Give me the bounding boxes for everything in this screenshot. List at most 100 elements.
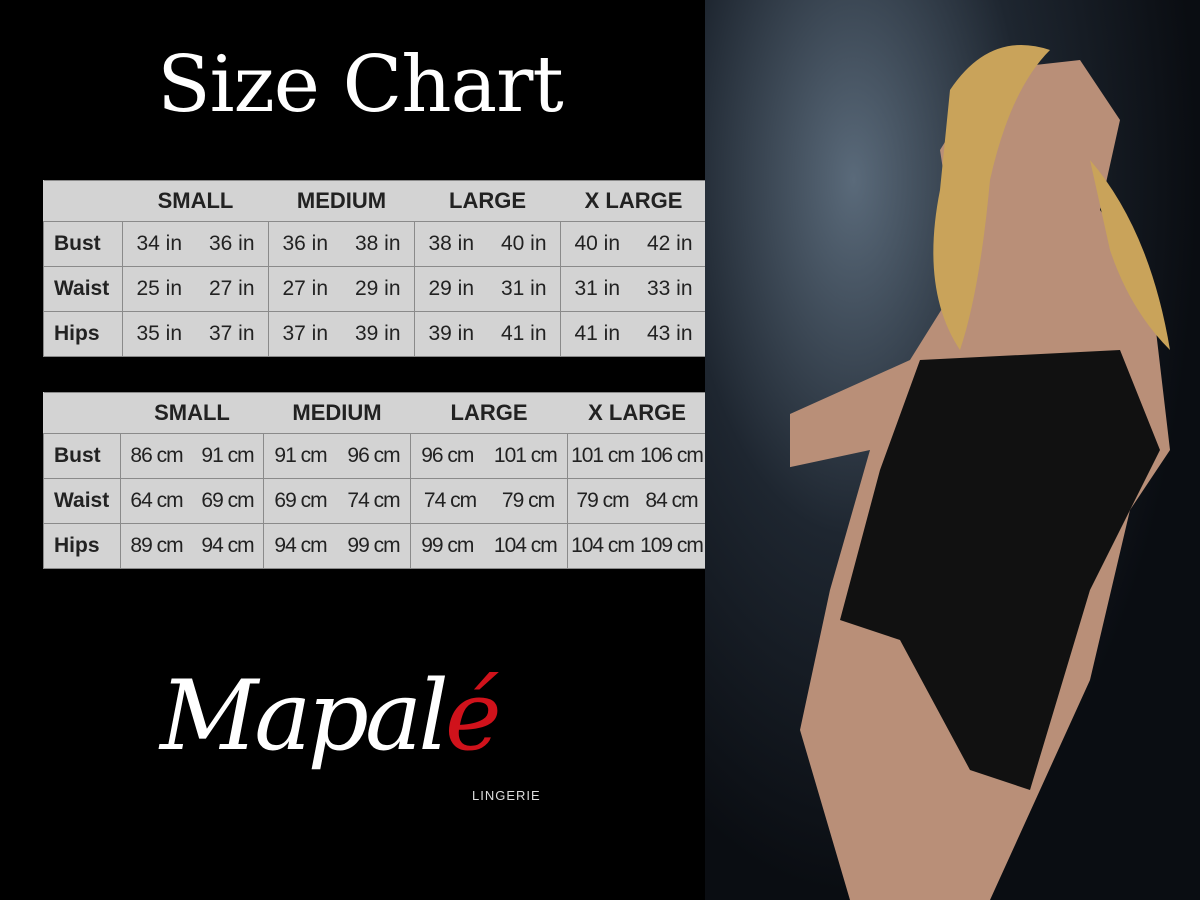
logo-accent: é bbox=[444, 660, 502, 772]
size-range-cell: 34 in 36 in bbox=[122, 221, 269, 267]
max-value: 96 cm bbox=[347, 444, 400, 467]
max-value: 36 in bbox=[208, 232, 255, 255]
min-value: 96 cm bbox=[421, 444, 474, 467]
size-range-cell: 64 cm 69 cm bbox=[120, 478, 264, 524]
size-range-cell: 69 cm 74 cm bbox=[263, 478, 411, 524]
min-value: 35 in bbox=[136, 322, 183, 345]
size-range-cell: 40 in 42 in bbox=[560, 221, 707, 267]
size-range-cell: 35 in 37 in bbox=[122, 311, 269, 357]
max-value: 43 in bbox=[646, 322, 693, 345]
measurement-label: Waist bbox=[43, 266, 123, 312]
max-value: 39 in bbox=[354, 322, 401, 345]
max-value: 41 in bbox=[500, 322, 547, 345]
min-value: 101 cm bbox=[571, 444, 635, 467]
min-value: 94 cm bbox=[274, 534, 327, 557]
max-value: 42 in bbox=[646, 232, 693, 255]
size-range-cell: 104 cm 109 cm bbox=[567, 523, 707, 569]
logo-subtitle: LINGERIE bbox=[472, 788, 541, 803]
min-value: 29 in bbox=[428, 277, 475, 300]
size-range-cell: 79 cm 84 cm bbox=[567, 478, 707, 524]
max-value: 33 in bbox=[646, 277, 693, 300]
max-value: 37 in bbox=[208, 322, 255, 345]
size-range-cell: 27 in 29 in bbox=[268, 266, 415, 312]
min-value: 79 cm bbox=[576, 489, 629, 512]
size-range-cell: 25 in 27 in bbox=[122, 266, 269, 312]
table-row: Waist 64 cm 69 cm 69 cm 74 cm 74 cm 79 cm 79 cm… bbox=[43, 478, 707, 524]
max-value: 94 cm bbox=[201, 534, 254, 557]
max-value: 29 in bbox=[354, 277, 401, 300]
min-value: 89 cm bbox=[130, 534, 183, 557]
min-value: 99 cm bbox=[421, 534, 474, 557]
max-value: 27 in bbox=[208, 277, 255, 300]
size-range-cell: 31 in 33 in bbox=[560, 266, 707, 312]
measurement-label: Bust bbox=[43, 221, 123, 267]
table-header-row: SMALL MEDIUM LARGE X LARGE bbox=[43, 392, 707, 434]
max-value: 40 in bbox=[500, 232, 547, 255]
corner-cell bbox=[43, 392, 121, 434]
min-value: 25 in bbox=[136, 277, 183, 300]
max-value: 104 cm bbox=[493, 534, 558, 557]
min-value: 38 in bbox=[428, 232, 475, 255]
max-value: 99 cm bbox=[347, 534, 400, 557]
measurement-label: Waist bbox=[43, 478, 121, 524]
size-range-cell: 36 in 38 in bbox=[268, 221, 415, 267]
max-value: 106 cm bbox=[640, 444, 704, 467]
max-value: 91 cm bbox=[201, 444, 254, 467]
size-range-cell: 41 in 43 in bbox=[560, 311, 707, 357]
size-header: MEDIUM bbox=[263, 392, 411, 434]
corner-cell bbox=[43, 180, 123, 222]
size-table-centimeters: SMALL MEDIUM LARGE X LARGE Bust 86 cm 91 c… bbox=[43, 392, 707, 569]
size-range-cell: 94 cm 99 cm bbox=[263, 523, 411, 569]
min-value: 91 cm bbox=[274, 444, 327, 467]
size-range-cell: 39 in 41 in bbox=[414, 311, 561, 357]
page-title: Size Chart bbox=[157, 40, 563, 130]
min-value: 36 in bbox=[282, 232, 329, 255]
min-value: 69 cm bbox=[274, 489, 327, 512]
size-range-cell: 91 cm 96 cm bbox=[263, 433, 411, 479]
size-range-cell: 38 in 40 in bbox=[414, 221, 561, 267]
size-header: LARGE bbox=[410, 392, 568, 434]
measurement-label: Hips bbox=[43, 311, 123, 357]
logo-wordmark: Mapal bbox=[160, 660, 449, 772]
table-row: Hips 35 in 37 in 37 in 39 in 39 in 41 in 41 in 4… bbox=[43, 311, 707, 357]
min-value: 31 in bbox=[574, 277, 621, 300]
max-value: 84 cm bbox=[645, 489, 698, 512]
size-range-cell: 37 in 39 in bbox=[268, 311, 415, 357]
size-range-cell: 74 cm 79 cm bbox=[410, 478, 568, 524]
min-value: 27 in bbox=[282, 277, 329, 300]
max-value: 74 cm bbox=[347, 489, 400, 512]
table-header-row: SMALL MEDIUM LARGE X LARGE bbox=[43, 180, 707, 222]
min-value: 104 cm bbox=[571, 534, 635, 557]
min-value: 41 in bbox=[574, 322, 621, 345]
size-range-cell: 96 cm 101 cm bbox=[410, 433, 568, 479]
max-value: 101 cm bbox=[493, 444, 558, 467]
size-range-cell: 29 in 31 in bbox=[414, 266, 561, 312]
size-range-cell: 89 cm 94 cm bbox=[120, 523, 264, 569]
size-header: X LARGE bbox=[560, 180, 707, 222]
table-row: Waist 25 in 27 in 27 in 29 in 29 in 31 in 31 in… bbox=[43, 266, 707, 312]
min-value: 34 in bbox=[136, 232, 183, 255]
size-range-cell: 86 cm 91 cm bbox=[120, 433, 264, 479]
max-value: 69 cm bbox=[201, 489, 254, 512]
brand-logo: Mapalé LINGERIE bbox=[160, 660, 580, 810]
size-table-inches: SMALL MEDIUM LARGE X LARGE Bust 34 in 36 i… bbox=[43, 180, 707, 357]
table-row: Bust 34 in 36 in 36 in 38 in 38 in 40 in 40 in 4… bbox=[43, 221, 707, 267]
measurement-label: Bust bbox=[43, 433, 121, 479]
size-range-cell: 99 cm 104 cm bbox=[410, 523, 568, 569]
size-header: SMALL bbox=[120, 392, 264, 434]
model-figure-image bbox=[790, 45, 1170, 900]
measurement-label: Hips bbox=[43, 523, 121, 569]
table-row: Hips 89 cm 94 cm 94 cm 99 cm 99 cm 104 cm 104 c… bbox=[43, 523, 707, 569]
min-value: 86 cm bbox=[130, 444, 183, 467]
size-header: MEDIUM bbox=[268, 180, 415, 222]
min-value: 37 in bbox=[282, 322, 329, 345]
size-range-cell: 101 cm 106 cm bbox=[567, 433, 707, 479]
table-row: Bust 86 cm 91 cm 91 cm 96 cm 96 cm 101 cm 101 c… bbox=[43, 433, 707, 479]
min-value: 40 in bbox=[574, 232, 621, 255]
max-value: 79 cm bbox=[501, 489, 555, 512]
size-header: X LARGE bbox=[567, 392, 707, 434]
max-value: 38 in bbox=[354, 232, 401, 255]
size-header: LARGE bbox=[414, 180, 561, 222]
min-value: 39 in bbox=[428, 322, 475, 345]
min-value: 74 cm bbox=[423, 489, 477, 512]
